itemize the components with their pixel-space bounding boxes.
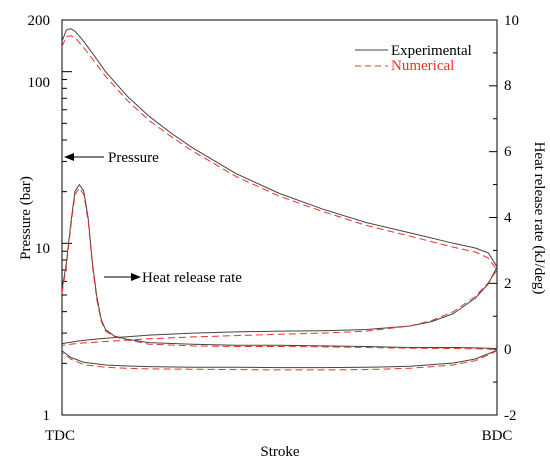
plot-frame	[61, 19, 498, 416]
numerical-pressure-line	[61, 35, 498, 346]
annotation-pressure: Pressure	[64, 150, 159, 166]
y2-tick-label-8: 8	[504, 78, 512, 94]
numerical-heat_release-line	[61, 187, 498, 371]
legend-label-numerical: Numerical	[391, 58, 454, 74]
y-tick-label-100: 100	[28, 75, 51, 91]
y2-axis-label: Heat release rate (kJ/deg)	[531, 142, 547, 295]
legend: Experimental Numerical	[355, 43, 472, 74]
experimental-pressure-line	[61, 28, 498, 345]
y2-tick-label-6: 6	[504, 144, 512, 160]
y-tick-label-200: 200	[28, 13, 51, 29]
annotation-heat-release-label: Heat release rate	[142, 270, 242, 286]
x-axis-label: Stroke	[260, 444, 300, 460]
tick-marks	[62, 19, 497, 416]
y2-tick-label-0: 0	[504, 342, 512, 358]
y2-tick-label-neg2: -2	[504, 408, 517, 424]
y-tick-label-10: 10	[35, 241, 50, 257]
y2-tick-label-2: 2	[504, 276, 512, 292]
legend-label-experimental: Experimental	[391, 43, 472, 59]
annotation-heat-release: Heat release rate	[104, 270, 242, 286]
y-tick-label-1: 1	[43, 408, 51, 424]
x-tick-label-bdc: BDC	[482, 428, 513, 444]
y2-tick-label-4: 4	[504, 210, 512, 226]
x-tick-label-tdc: TDC	[45, 428, 75, 444]
annotation-pressure-label: Pressure	[108, 150, 159, 166]
series-group	[61, 28, 498, 371]
y-axis-label: Pressure (bar)	[18, 176, 34, 260]
y2-tick-label-10: 10	[504, 13, 519, 29]
